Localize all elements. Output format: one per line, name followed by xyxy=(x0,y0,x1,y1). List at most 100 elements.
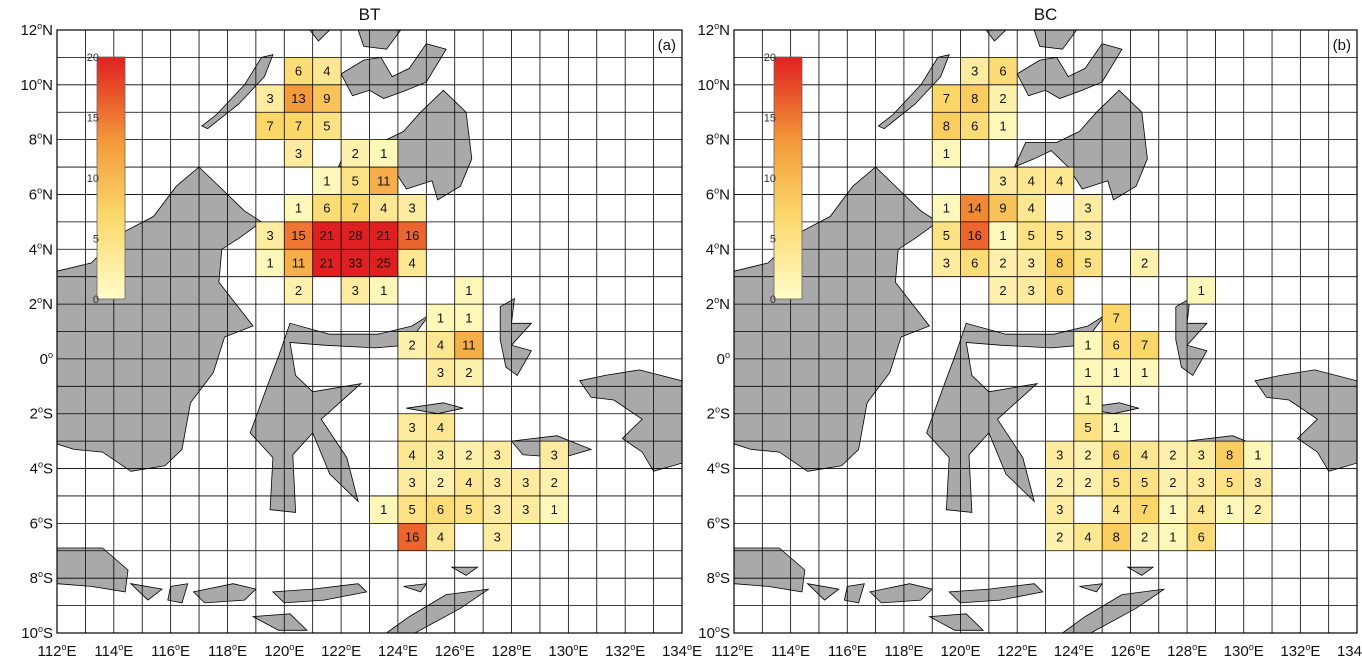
grid-cell xyxy=(1243,496,1272,524)
cell-count: 1 xyxy=(1169,502,1176,517)
grid-cell xyxy=(1243,468,1272,496)
grid-cell xyxy=(1130,441,1159,469)
cell-count: 8 xyxy=(1113,530,1120,545)
grid-cell xyxy=(369,496,398,524)
grid-cell xyxy=(511,468,540,496)
grid-cell xyxy=(1017,221,1046,250)
landmass xyxy=(385,588,490,634)
grid-cell xyxy=(960,84,989,113)
landmass xyxy=(271,583,368,604)
grid-cell xyxy=(1158,523,1188,551)
cell-count: 3 xyxy=(1084,201,1091,216)
grid-cell xyxy=(397,331,427,359)
landmass xyxy=(579,369,683,472)
x-tick-label: 128oE xyxy=(1167,642,1207,660)
cell-count: 5 xyxy=(1084,420,1091,435)
y-tick-label: 10oN xyxy=(20,76,53,94)
grid-cell xyxy=(1017,249,1046,277)
y-tick-label: 8oS xyxy=(30,569,53,587)
grid-cell xyxy=(1045,249,1074,277)
cell-count: 4 xyxy=(380,201,387,216)
cell-count: 3 xyxy=(999,173,1006,188)
grid-cell xyxy=(341,249,370,277)
cell-count: 2 xyxy=(1169,475,1176,490)
cell-count: 3 xyxy=(437,447,444,462)
x-tick-label: 124oE xyxy=(1054,642,1094,660)
cell-count: 5 xyxy=(1141,475,1148,490)
grid-cell xyxy=(426,523,455,551)
x-tick-label: 122oE xyxy=(321,642,361,660)
grid-cell xyxy=(1045,468,1074,496)
colorbar: 0 5 10 15 20 xyxy=(764,52,803,306)
cell-count: 6 xyxy=(1198,530,1205,545)
cell-count: 4 xyxy=(1141,447,1148,462)
cell-count: 1 xyxy=(999,228,1006,243)
cell-count: 6 xyxy=(971,118,978,133)
cell-count: 16 xyxy=(967,228,981,243)
grid-cell xyxy=(1045,167,1074,195)
cell-count: 1 xyxy=(551,502,558,517)
colorbar-gradient xyxy=(773,56,803,300)
landmass xyxy=(948,583,1044,604)
grid-cell xyxy=(312,167,342,195)
grid-cell xyxy=(1045,523,1074,551)
landmass xyxy=(733,547,806,593)
y-tick-label: 8oS xyxy=(707,569,730,587)
grid-cell xyxy=(932,194,961,222)
count-cells: 6 43 13 97 7 53 2 11 5 111 6 7 4 33 15 21 28 21 161 11 21 33 2… xyxy=(255,57,569,551)
cell-count: 28 xyxy=(348,228,362,243)
cell-count: 1 xyxy=(1084,338,1091,353)
grid-cell xyxy=(1102,496,1131,524)
grid-cell xyxy=(1215,496,1244,524)
cell-count: 1 xyxy=(1113,365,1120,380)
cell-count: 2 xyxy=(1169,447,1176,462)
grid-cell xyxy=(932,112,961,140)
cell-count: 21 xyxy=(376,228,390,243)
grid-cell xyxy=(988,112,1018,140)
grid-cell xyxy=(255,249,285,277)
cell-count: 7 xyxy=(943,91,950,106)
cell-count: 3 xyxy=(971,64,978,79)
grid-cell xyxy=(426,304,455,332)
cell-count: 1 xyxy=(1169,530,1176,545)
cell-count: 11 xyxy=(377,173,391,188)
x-tick-label: 112oE xyxy=(715,642,754,660)
grid-cell xyxy=(341,276,370,305)
x-tick-label: 118oE xyxy=(208,642,247,660)
x-tick-label: 118oE xyxy=(884,642,923,660)
grid-cell xyxy=(426,358,455,387)
cell-count: 2 xyxy=(437,475,444,490)
grid-cell xyxy=(511,496,540,524)
cell-count: 3 xyxy=(494,447,501,462)
x-tick-label: 126oE xyxy=(435,642,475,660)
cell-count: 1 xyxy=(943,146,950,161)
grid-cell xyxy=(540,441,569,469)
landmass xyxy=(450,566,479,576)
landmass xyxy=(1013,89,1148,201)
x-tick-label: 130oE xyxy=(548,642,588,660)
cell-count: 5 xyxy=(323,118,330,133)
cell-count: 2 xyxy=(408,338,415,353)
grid-cell xyxy=(426,468,455,496)
y-tick-label: 10oS xyxy=(21,624,53,642)
cell-count: 3 xyxy=(266,91,273,106)
landmass xyxy=(340,43,447,99)
grid-cell xyxy=(1073,358,1103,387)
cell-count: 4 xyxy=(1084,530,1091,545)
cell-count: 3 xyxy=(1028,283,1035,298)
cell-count: 3 xyxy=(1056,447,1063,462)
grid-cell xyxy=(1017,167,1046,195)
cell-count: 7 xyxy=(266,118,273,133)
x-tick-label: 120oE xyxy=(940,642,980,660)
landmass xyxy=(1016,43,1123,99)
x-tick-label: 132oE xyxy=(605,642,645,660)
count-cells: 3 67 8 28 6 113 4 41 14 9 4 35 16 1 5 5 33 6 2 3 8 5 22 3 6 171 6 7… xyxy=(932,57,1272,551)
grid-cell xyxy=(454,358,484,387)
cell-count: 2 xyxy=(465,447,472,462)
cell-count: 4 xyxy=(1113,502,1120,517)
landmass xyxy=(1175,297,1208,376)
grid-cell xyxy=(454,276,484,305)
cell-count: 1 xyxy=(295,201,302,216)
cell-count: 8 xyxy=(943,118,950,133)
